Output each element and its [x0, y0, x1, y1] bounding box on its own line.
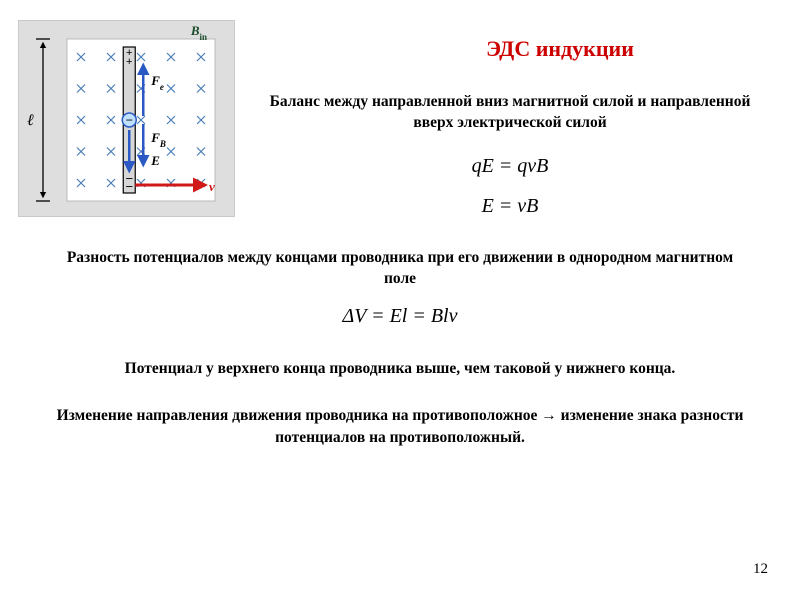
- slide: ++−−−BinFeFBEvℓ ЭДС индукции Баланс межд…: [0, 0, 800, 600]
- equation-qE-qvB: qE = qvB: [250, 155, 770, 178]
- svg-text:E: E: [150, 153, 160, 168]
- equation-DV-Blv: ΔV = El = Blv: [60, 305, 740, 328]
- svg-text:v: v: [209, 179, 215, 194]
- title: ЭДС индукции: [360, 36, 760, 62]
- page-number: 12: [753, 561, 768, 578]
- svg-text:+: +: [126, 56, 132, 68]
- equation-E-vB: E = vB: [250, 195, 770, 218]
- svg-text:−: −: [125, 179, 133, 194]
- balance-text: Баланс между направленной вниз магнитной…: [250, 92, 770, 134]
- svg-text:ℓ: ℓ: [27, 112, 34, 129]
- potential-difference-text: Разность потенциалов между концами прово…: [60, 248, 740, 290]
- diagram-motional-emf: ++−−−BinFeFBEvℓ: [18, 20, 235, 217]
- svg-text:−: −: [126, 113, 133, 127]
- top-potential-text: Потенциал у верхнего конца проводника вы…: [30, 360, 770, 378]
- direction-change-text: Изменение направления движения проводник…: [30, 405, 770, 448]
